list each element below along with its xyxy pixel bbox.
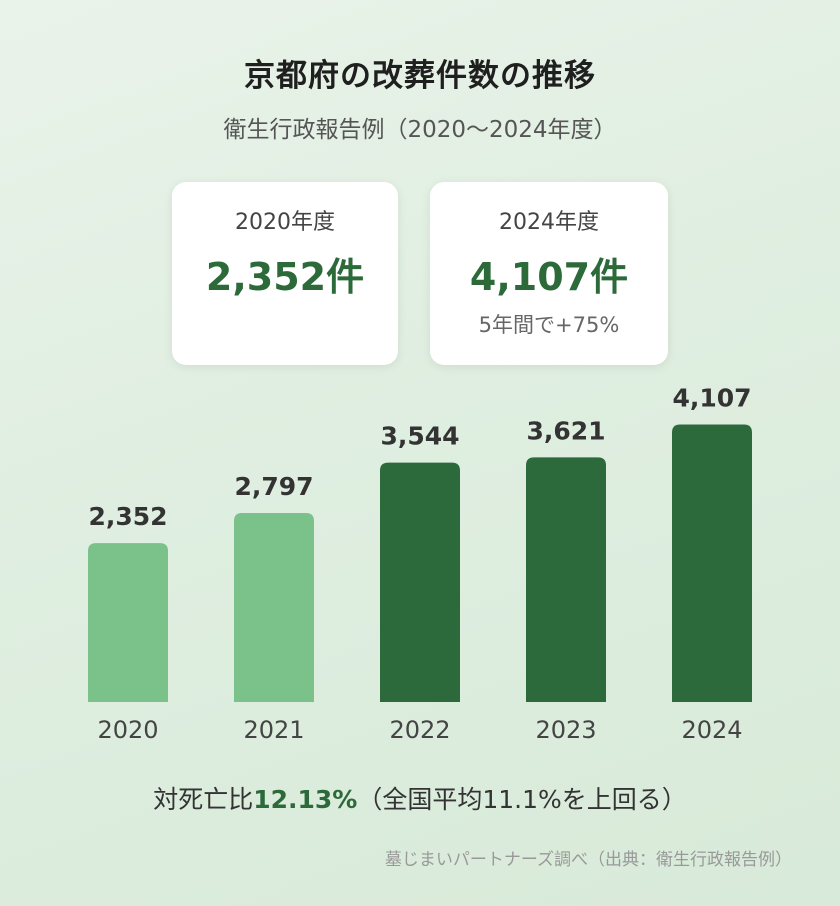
bar-value-label: 4,107 [672,384,751,413]
bar-chart: 2,352 2020 2,797 2021 3,544 2022 3,621 2023 4,10… [88,384,752,744]
chart-title: 京都府の改葬件数の推移 [244,58,596,94]
stat-card-growth-note: 5年間で+75% [478,313,620,337]
death-ratio-value: 12.13% [253,785,358,814]
death-ratio-prefix: 対死亡比 [153,785,254,814]
stat-card-label: 2020年度 [235,210,335,235]
death-ratio-suffix: （全国平均11.1%を上回る） [357,785,687,814]
x-tick-label: 2023 [535,716,596,744]
chart-subtitle: 衛生行政報告例（2020〜2024年度） [223,117,617,143]
source-note: 墓じまいパートナーズ調べ（出典：衛生行政報告例） [384,850,792,870]
bar-2024 [672,424,752,702]
stat-card-2020: 2020年度 2,352件 [172,182,398,365]
bar-2020 [88,543,168,702]
bar-value-label: 3,544 [380,422,459,451]
bar-value-label: 2,797 [234,472,313,501]
stat-card-2024: 2024年度 4,107件 5年間で+75% [430,182,668,365]
x-tick-label: 2024 [681,716,742,744]
bar-2021 [234,513,314,702]
stat-card-value: 2,352件 [205,255,365,299]
x-tick-label: 2020 [97,716,158,744]
bar-2022 [380,462,460,702]
x-tick-label: 2021 [243,716,304,744]
stat-card-label: 2024年度 [499,210,599,235]
bar-2023 [526,457,606,702]
death-ratio-summary: 対死亡比12.13%（全国平均11.1%を上回る） [0,780,840,816]
bar-value-label: 2,352 [88,502,167,531]
x-tick-label: 2022 [389,716,450,744]
stat-card-value: 4,107件 [469,255,629,299]
bar-value-label: 3,621 [526,416,605,445]
